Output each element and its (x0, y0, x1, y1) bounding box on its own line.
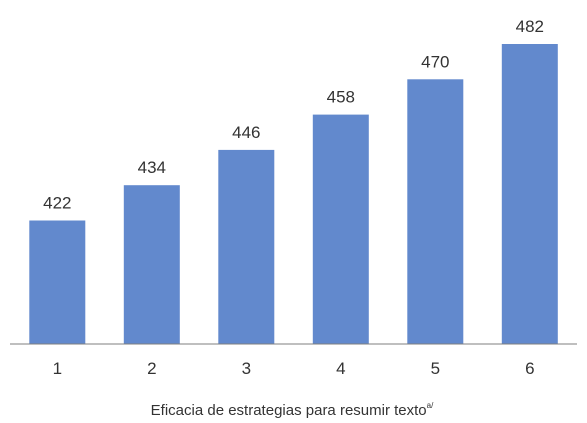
bar-3 (218, 149, 275, 344)
tick-label-1: 1 (53, 359, 62, 378)
tick-label-2: 2 (147, 359, 156, 378)
value-label-1: 422 (43, 194, 71, 213)
value-label-6: 482 (516, 17, 544, 36)
value-label-4: 458 (327, 88, 355, 107)
x-axis-title: Eficacia de estrategias para resumir tex… (151, 401, 434, 419)
x-axis-title-text: Eficacia de estrategias para resumir tex… (151, 402, 427, 419)
tick-label-5: 5 (431, 359, 440, 378)
bars-group (29, 44, 558, 345)
bar-2 (123, 185, 180, 344)
value-labels-group: 422 434 446 458 470 482 (43, 17, 544, 213)
bar-6 (501, 44, 558, 344)
value-label-3: 446 (232, 123, 260, 142)
bar-1 (29, 220, 86, 344)
tick-label-4: 4 (336, 359, 345, 378)
value-label-2: 434 (138, 158, 166, 177)
tick-label-6: 6 (525, 359, 534, 378)
bar-5 (407, 79, 464, 345)
bar-4 (312, 114, 369, 344)
tick-label-3: 3 (242, 359, 251, 378)
value-label-5: 470 (421, 52, 449, 71)
x-axis-title-superscript: a/ (427, 401, 434, 410)
tick-labels-group: 1 2 3 4 5 6 (53, 359, 535, 378)
